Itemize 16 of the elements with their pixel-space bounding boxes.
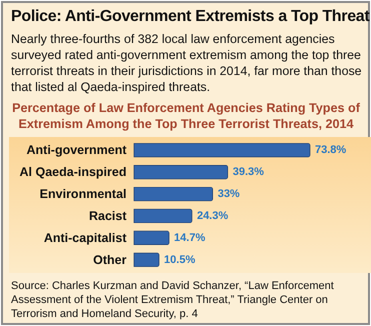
data-label: 14.7% [174, 232, 206, 244]
data-label: 33% [218, 188, 240, 200]
data-label: 24.3% [196, 210, 228, 222]
text: Percentage of Law Enforcement Agencies Rating Types of Extremism Among the Top Three Terrorist Threats, 2014 [11, 100, 361, 132]
y-tick-label: Anti-government [26, 143, 128, 158]
y-tick-label: Al Qaeda-inspired [20, 165, 126, 180]
y-tick-label: Environmental [40, 187, 126, 202]
data-label: 73.8% [315, 144, 346, 156]
chart-title: Police: Anti-Government Extremists a Top Threat [11, 8, 370, 26]
y-tick-label: Other [93, 252, 127, 267]
data-label: 39.3% [232, 166, 264, 178]
data-label: 10.5% [164, 254, 196, 266]
y-tick-label: Anti-capitalist [44, 230, 128, 245]
y-tick-label: Racist [88, 208, 128, 223]
source-note: Source: Charles Kurzman and David Schanzer, “Law Enforcement Assessment of the Violent Extremism Threat,” Triangle Center on Terrorism and Homeland Security, p. 4 [11, 279, 335, 321]
chart-subtitle: Nearly three-fourths of 382 local law enforcement agencies surveyed rated anti-government extremism among the top three terrorist threats in their jurisdictions in 2014, far more than those that listed al Qaeda-inspired threats. [11, 31, 363, 95]
